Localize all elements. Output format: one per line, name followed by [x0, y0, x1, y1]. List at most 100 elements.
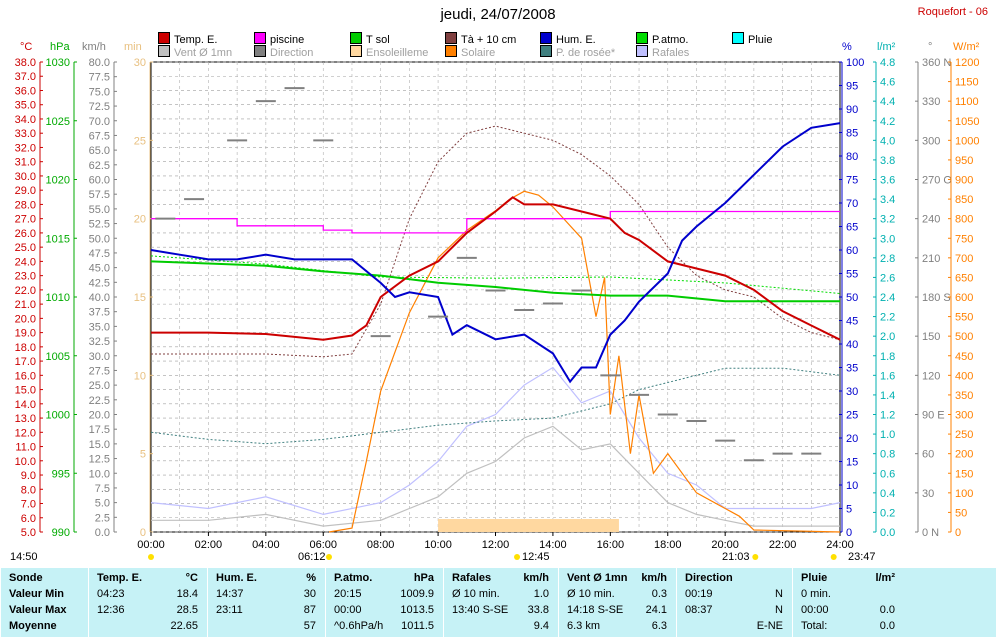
stats-label: Ø 10 min. [567, 588, 615, 600]
time-tick-label: 24:00 [826, 539, 854, 551]
wind-tick-label: 32.5 [89, 336, 110, 348]
solar-tick-label: 500 [955, 331, 973, 343]
stats-header: Pluie [801, 572, 828, 584]
hum-tick-label: 10 [846, 480, 858, 492]
legend-item: P. de rosée* [540, 45, 615, 59]
stats-value: 24.1 [645, 604, 667, 616]
time-tick-label: 00:00 [137, 539, 165, 551]
solar-tick-label: 800 [955, 214, 973, 226]
temp-tick-label: 28.0 [15, 199, 36, 211]
hum-tick-label: 100 [846, 57, 864, 69]
dir-tick-label: 270 O [922, 175, 952, 187]
time-tick-label: 22:00 [769, 539, 797, 551]
rain-tick-label: 1.6 [880, 370, 895, 382]
legend-label: Rafales [652, 47, 690, 59]
rain-unit-label: l/m² [877, 41, 896, 53]
wind-tick-label: 25.0 [89, 380, 110, 392]
rain-tick-label: 1.0 [880, 429, 895, 441]
solar-tick-label: 1000 [955, 135, 979, 147]
hum-tick-label: 25 [846, 410, 858, 422]
temp-tick-label: 7.0 [21, 499, 36, 511]
series-rafales [150, 366, 841, 516]
wind-tick-label: 5.0 [95, 498, 110, 510]
solar-tick-label: 750 [955, 233, 973, 245]
legend-swatch [636, 32, 648, 44]
stats-label: 00:19 [685, 588, 713, 600]
stats-header: P.atmo. [334, 572, 373, 584]
sun-tick-label: 20 [134, 214, 146, 226]
stats-value: 18.4 [176, 588, 198, 600]
time-tick-label: 06:00 [309, 539, 337, 551]
stats-value: 1011.5 [401, 620, 434, 632]
legend-label: P. de rosée* [556, 47, 616, 59]
stats-value: 0.0 [879, 604, 895, 616]
stats-value: 30 [303, 588, 316, 600]
legend-item: P.atmo. [636, 32, 689, 46]
solar-tick-label: 1050 [955, 116, 979, 128]
legend-item: Ensoleilleme [350, 45, 428, 59]
legend-label: Pluie [748, 34, 773, 46]
stats-label: 08:37 [685, 604, 713, 616]
series-temp-e [151, 196, 841, 341]
stats-column: Direction 00:19 N 08:37 N E-NE [676, 568, 793, 637]
legend-swatch [350, 32, 362, 44]
stats-label: 0 min. [801, 588, 831, 600]
wind-tick-label: 12.5 [89, 454, 110, 466]
stats-value: N [775, 604, 783, 616]
temp-tick-label: 25.0 [15, 242, 36, 254]
wind-tick-label: 50.0 [89, 233, 110, 245]
wind-tick-label: 0.0 [95, 527, 110, 539]
stats-value: 6.3 [651, 620, 667, 632]
rain-tick-label: 3.6 [880, 175, 895, 187]
solar-tick-label: 350 [955, 390, 973, 402]
stats-column: Temp. E. °C 04:23 18.4 12:36 28.5 22.65 [88, 568, 208, 637]
temp-unit-label: °C [20, 41, 33, 53]
press-tick-label: 1010 [46, 292, 70, 304]
legend-label: piscine [270, 34, 305, 46]
solar-tick-label: 950 [955, 155, 973, 167]
stats-value: 28.5 [176, 604, 198, 616]
temp-tick-label: 8.0 [21, 484, 36, 496]
series-p-de-ros-e [150, 367, 841, 445]
temp-tick-label: 12.0 [15, 427, 36, 439]
sun-tick-label: 25 [134, 135, 146, 147]
wind-tick-label: 7.5 [95, 483, 110, 495]
legend-swatch [254, 45, 266, 57]
solar-tick-label: 0 [955, 527, 961, 539]
legend-item: Pluie [732, 32, 772, 46]
dir-tick-label: 240 [922, 214, 940, 226]
temp-tick-label: 16.0 [15, 370, 36, 382]
time-tick-label: 14:00 [539, 539, 567, 551]
series-vent-1mn [151, 425, 840, 527]
press-tick-label: 995 [52, 468, 70, 480]
solar-tick-label: 250 [955, 429, 973, 441]
rain-tick-label: 1.8 [880, 351, 895, 363]
temp-tick-label: 23.0 [15, 271, 36, 283]
stats-value: 33.8 [527, 604, 549, 616]
chart-title: jeudi, 24/07/2008 [440, 6, 556, 23]
wind-tick-label: 27.5 [89, 365, 110, 377]
stats-header: Vent Ø 1mn [567, 572, 628, 584]
stats-unit: km/h [641, 572, 667, 584]
temp-tick-label: 29.0 [15, 185, 36, 197]
wind-tick-label: 40.0 [89, 292, 110, 304]
legend-label: Hum. E. [556, 34, 596, 46]
dir-tick-label: 90 E [922, 410, 945, 422]
dir-tick-label: 30 [922, 488, 934, 500]
sun-tick-label: 5 [140, 449, 146, 461]
wind-tick-label: 72.5 [89, 101, 110, 113]
wind-tick-label: 37.5 [89, 307, 110, 319]
temp-tick-label: 36.0 [15, 85, 36, 97]
temp-tick-label: 31.0 [15, 157, 36, 169]
solar-tick-label: 150 [955, 468, 973, 480]
rain-tick-label: 4.8 [880, 57, 895, 69]
legend-swatch [540, 32, 552, 44]
stats-value: 57 [303, 620, 316, 632]
solar-tick-label: 600 [955, 292, 973, 304]
wind-tick-label: 75.0 [89, 86, 110, 98]
legend-item: piscine [254, 32, 304, 46]
sunrise-sun-icon [325, 554, 332, 560]
sun-tick-label: 0 [140, 527, 146, 539]
solar-unit-label: W/m² [953, 41, 980, 53]
temp-tick-label: 24.0 [15, 256, 36, 268]
